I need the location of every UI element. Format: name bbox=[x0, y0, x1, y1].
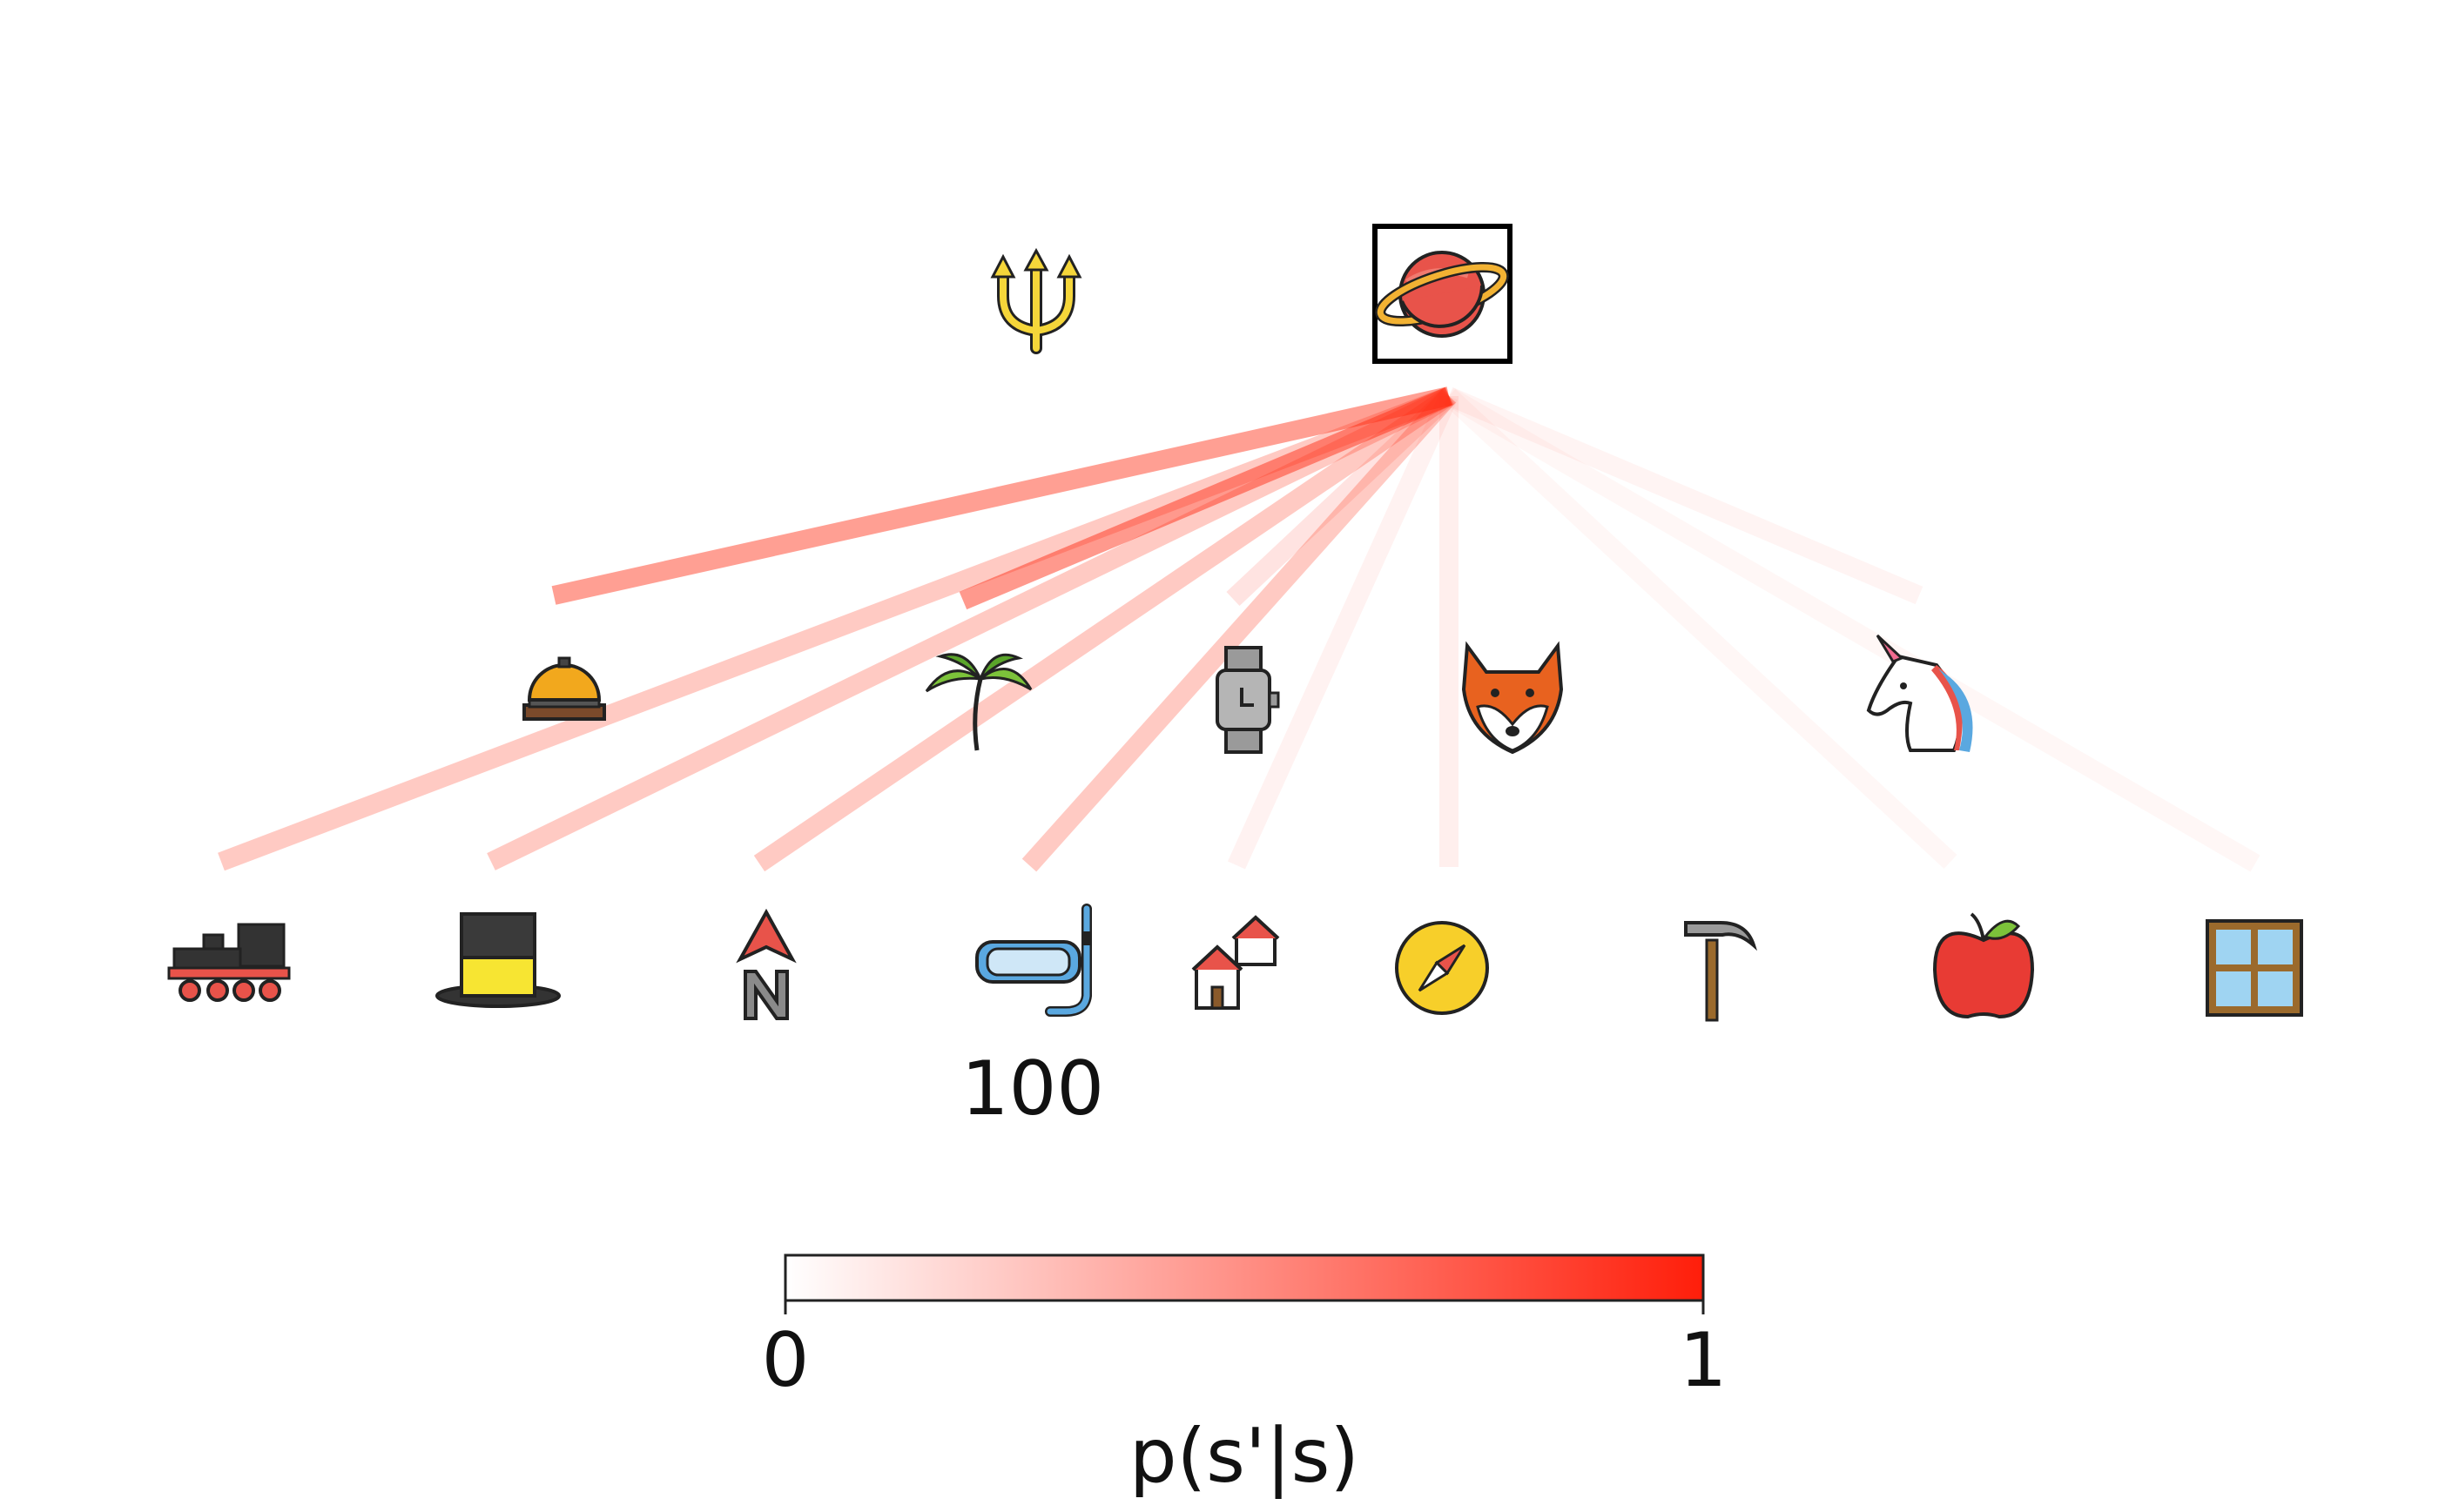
edge-to-locomotive bbox=[218, 386, 1452, 871]
colorbar: 0 1 p(s'|s) bbox=[762, 1253, 1728, 1500]
edge-to-watch bbox=[1226, 388, 1456, 607]
edge-to-window bbox=[1444, 387, 2260, 872]
transition-edges bbox=[218, 386, 2260, 872]
fox-icon bbox=[1461, 641, 1564, 755]
edge-to-apple bbox=[1442, 388, 1957, 870]
colorbar-min-label: 0 bbox=[762, 1317, 810, 1404]
edge-to-houses bbox=[1227, 392, 1459, 870]
snorkel-value-label: 100 bbox=[961, 1045, 1104, 1132]
palm-tree-icon bbox=[925, 653, 1033, 751]
edge-to-top-hat bbox=[487, 387, 1453, 870]
compass-icon bbox=[1395, 921, 1489, 1015]
unicorn-icon bbox=[1866, 634, 1973, 752]
selected-node-frame bbox=[1372, 224, 1512, 364]
north-arrow-icon bbox=[736, 908, 797, 1020]
edge-to-bellhop-bell bbox=[551, 386, 1452, 605]
edge-to-fox bbox=[1226, 388, 1456, 607]
snorkel-mask-icon bbox=[975, 904, 1092, 1017]
apple-icon bbox=[1932, 912, 2035, 1019]
edge-to-north-arrow bbox=[753, 387, 1455, 872]
locomotive-icon bbox=[167, 923, 291, 1002]
watch-icon bbox=[1216, 646, 1280, 754]
hammer-icon bbox=[1684, 921, 1758, 1022]
trident-icon bbox=[990, 247, 1082, 354]
colorbar-gradient bbox=[784, 1253, 1705, 1302]
edge-to-unicorn bbox=[1445, 386, 1923, 605]
ringed-planet-icon bbox=[1375, 251, 1509, 338]
colorbar-title: p(s'|s) bbox=[1129, 1413, 1359, 1500]
colorbar-max-label: 1 bbox=[1680, 1317, 1728, 1404]
edge-to-snorkel-mask bbox=[1021, 389, 1457, 872]
bellhop-bell-icon bbox=[522, 656, 606, 721]
houses-icon bbox=[1191, 915, 1280, 1010]
window-icon bbox=[2206, 919, 2303, 1017]
top-hat-icon bbox=[435, 912, 561, 1008]
edge-to-palm-tree bbox=[959, 386, 1453, 610]
